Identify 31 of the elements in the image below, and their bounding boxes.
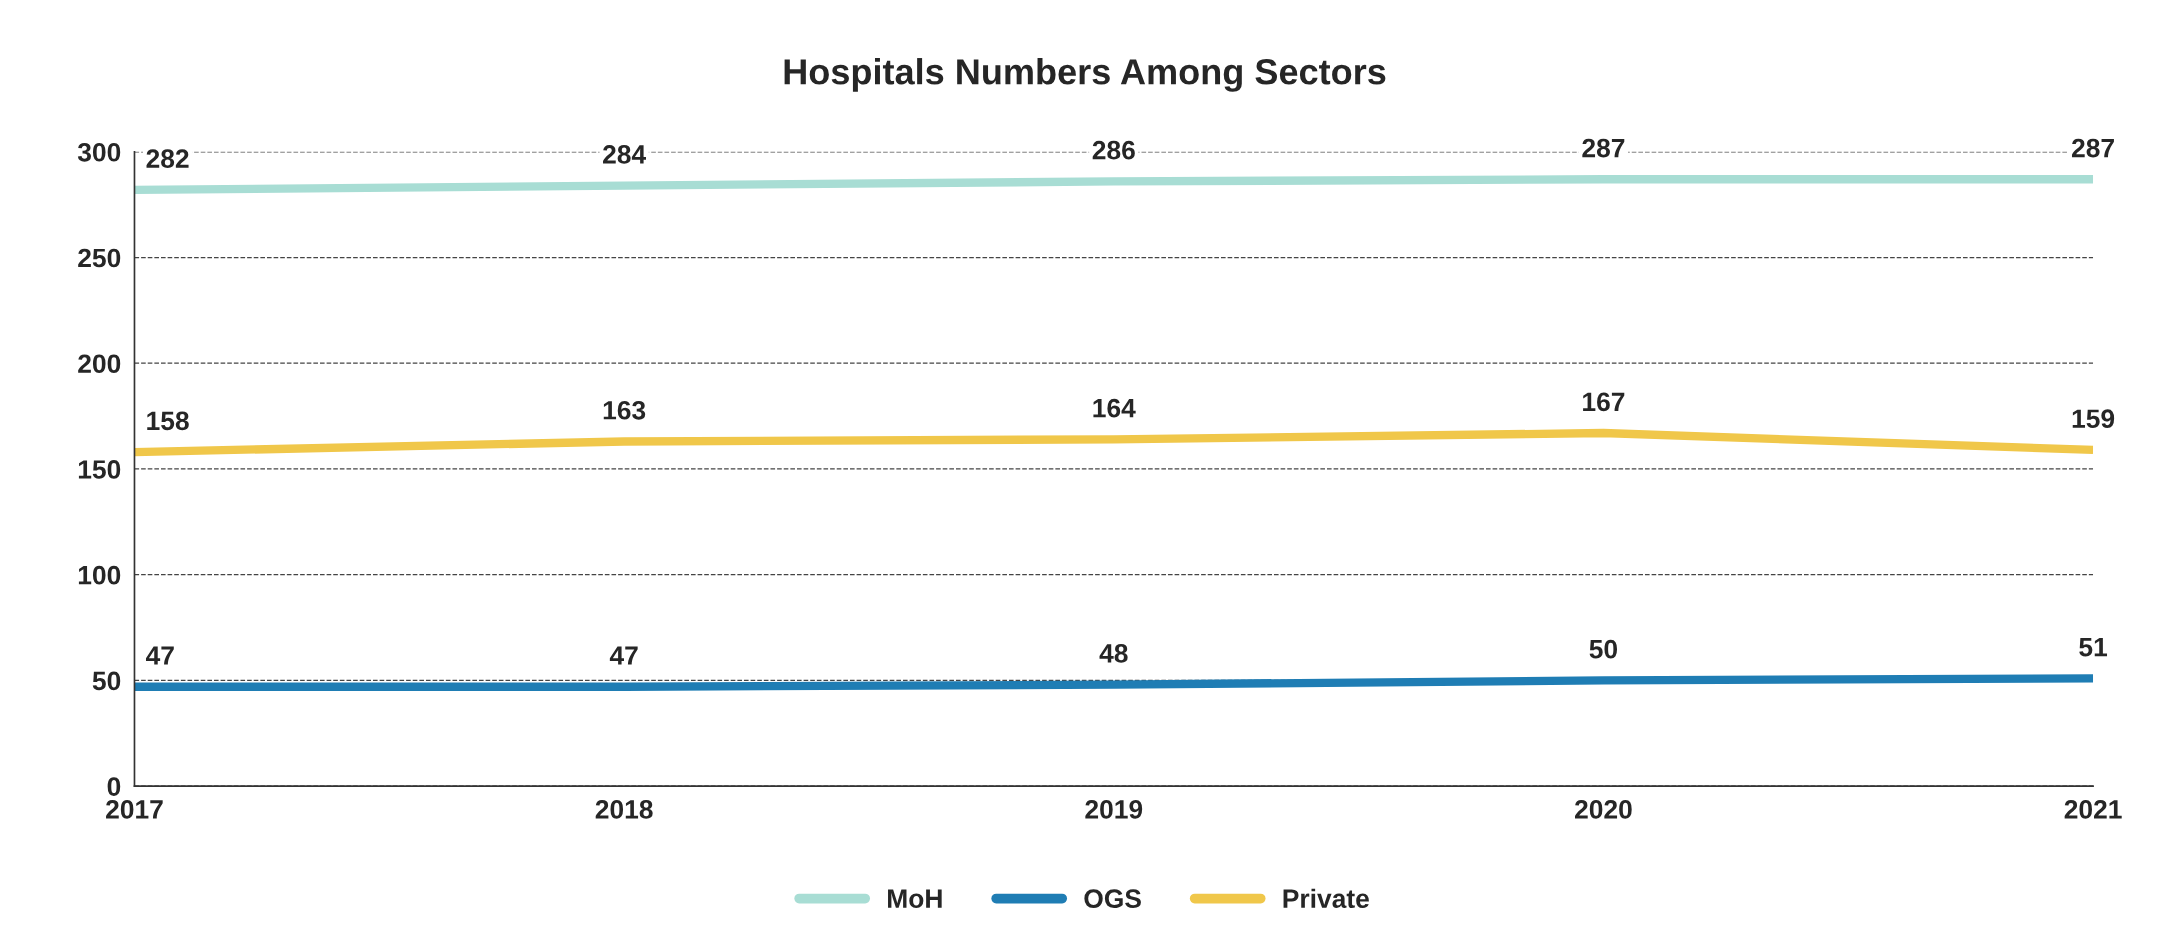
y-tick-label: 300	[77, 142, 121, 162]
legend-label: MoH	[888, 889, 942, 909]
data-label: 163	[603, 400, 646, 420]
data-label: 50	[1589, 639, 1618, 659]
data-label: 284	[603, 145, 646, 164]
data-label: 48	[1099, 644, 1128, 663]
data-label: 51	[2079, 638, 2108, 657]
data-label: 167	[1583, 392, 1625, 412]
data-label: 282	[146, 149, 189, 168]
legend-label: Private	[1283, 888, 1369, 909]
x-tick-label: 2017	[106, 800, 163, 819]
y-tick-label: 250	[78, 248, 121, 268]
legend-label: OGS	[1084, 889, 1141, 909]
data-label: 164	[1093, 398, 1136, 418]
x-tick-label: 2020	[1575, 800, 1632, 819]
y-tick-label: 0	[107, 777, 121, 796]
x-tick-label: 2019	[1085, 800, 1143, 819]
y-tick-label: 150	[78, 460, 121, 479]
x-tick-label: 2018	[595, 800, 653, 819]
data-label: 287	[1582, 138, 1625, 158]
data-label: 286	[1092, 140, 1135, 160]
data-label: 47	[609, 646, 638, 665]
data-label: 287	[2071, 138, 2114, 158]
y-tick-label: 100	[78, 565, 121, 585]
x-tick-label: 2021	[2064, 800, 2122, 819]
data-label: 47	[145, 646, 174, 665]
chart-title: Hospitals Numbers Among Sectors	[784, 58, 1386, 92]
y-tick-label: 50	[92, 671, 121, 691]
y-tick-label: 200	[78, 354, 121, 374]
data-label: 158	[147, 411, 189, 431]
data-label: 159	[2072, 409, 2115, 429]
